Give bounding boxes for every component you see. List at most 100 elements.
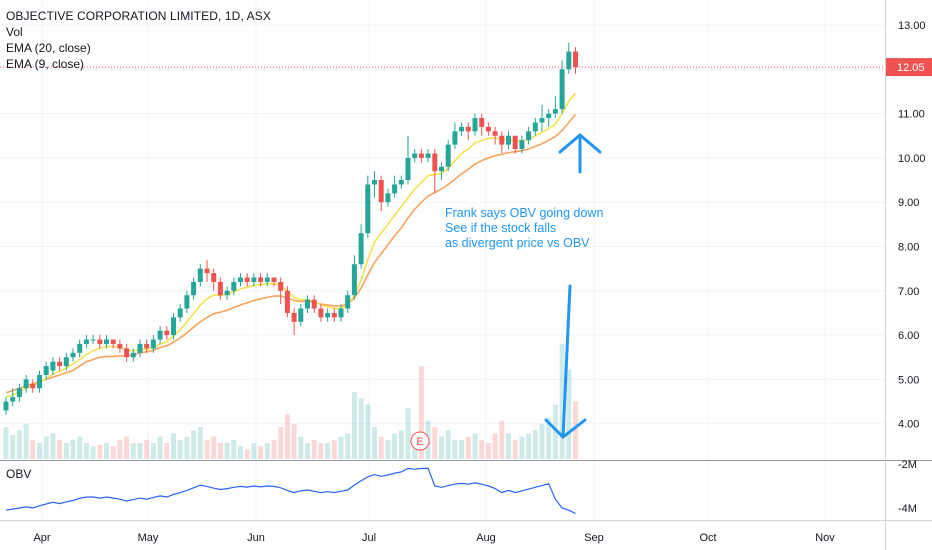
candle-body — [358, 233, 364, 265]
candle-body — [271, 277, 277, 282]
volume-bar — [83, 443, 89, 459]
candle-body — [479, 118, 485, 127]
volume-bar — [264, 443, 270, 459]
candle-body — [519, 140, 525, 150]
volume-bar — [372, 427, 377, 459]
candle-body — [546, 113, 552, 119]
volume-bar — [439, 436, 444, 459]
volume-bar — [57, 439, 63, 459]
price-tick-label: 13.00 — [898, 20, 926, 32]
volume-bar — [318, 443, 324, 459]
volume-bar — [445, 430, 451, 459]
volume-bar — [512, 439, 518, 459]
time-tick-label: Nov — [815, 532, 835, 544]
price-tick-label: 6.00 — [898, 330, 919, 342]
time-tick-label: May — [138, 532, 159, 544]
volume-bar — [546, 417, 552, 459]
candle-body — [251, 277, 257, 282]
legend-volume[interactable]: Vol — [6, 25, 23, 39]
candle-body — [405, 157, 411, 181]
candle-body — [284, 290, 290, 313]
candle-body — [573, 51, 578, 68]
candle-body — [445, 144, 451, 167]
candle-body — [164, 330, 170, 336]
volume-bar — [117, 439, 123, 459]
candle-body — [459, 126, 465, 132]
candle-body — [345, 295, 351, 309]
volume-bar — [184, 436, 190, 459]
candle-body — [305, 299, 310, 309]
volume-bar — [559, 343, 565, 459]
legend-ema20[interactable]: EMA (20, close) — [6, 41, 91, 55]
volume-bar — [97, 444, 103, 459]
candle-body — [70, 352, 76, 358]
candle-body — [465, 126, 471, 132]
volume-bar — [573, 401, 578, 459]
ema20-line — [5, 113, 577, 394]
annotation-line-2: See if the stock falls — [445, 221, 557, 235]
volume-bar — [70, 439, 76, 459]
volume-bar — [552, 404, 558, 459]
candle-body — [171, 317, 176, 336]
candle-body — [526, 131, 532, 141]
candle-body — [425, 153, 431, 158]
candle-body — [104, 339, 109, 344]
price-tick-label: 11.00 — [898, 109, 925, 121]
obv-tick-label: -2M — [898, 459, 917, 471]
volume-bar — [492, 433, 498, 459]
candle-body — [325, 312, 331, 318]
time-tick-label: Jun — [247, 532, 265, 544]
volume-bar — [432, 427, 438, 459]
volume-bar — [351, 391, 357, 459]
volume-bar — [485, 443, 491, 459]
candle-body — [231, 281, 237, 291]
candle-body — [130, 352, 136, 358]
time-tick-label: Oct — [699, 532, 716, 544]
volume-bar — [499, 420, 505, 459]
candle-body — [378, 180, 384, 203]
volume-bar — [331, 439, 337, 459]
obv-line — [5, 467, 576, 515]
candle-body — [338, 308, 344, 318]
volume-bar — [398, 430, 404, 459]
annotation-line-3: as divergent price vs OBV — [445, 236, 590, 250]
legend-ema9[interactable]: EMA (9, close) — [6, 57, 85, 71]
time-tick-label: Jul — [362, 532, 376, 544]
candle-body — [372, 180, 377, 185]
chart-legend: OBJECTIVE CORPORATION LIMITED, 1D, ASX V… — [6, 8, 271, 72]
candle-body — [144, 343, 150, 349]
candle-body — [432, 153, 438, 172]
candle-body — [204, 268, 210, 274]
volume-bar — [144, 439, 150, 459]
chart-title: OBJECTIVE CORPORATION LIMITED, 1D, ASX — [6, 9, 271, 23]
volume-bar — [224, 443, 230, 459]
volume-bar — [472, 433, 478, 459]
price-tick-label: 10.00 — [898, 153, 926, 165]
candle-body — [566, 51, 572, 70]
volume-bar — [211, 436, 217, 459]
obv-pane-label[interactable]: OBV — [6, 467, 32, 481]
candle-body — [57, 361, 63, 367]
volume-bar — [385, 439, 391, 459]
volume-bar — [405, 407, 411, 459]
candle-body — [191, 281, 197, 296]
volume-bar — [16, 430, 22, 459]
volume-bar — [244, 449, 250, 459]
volume-bar — [412, 439, 418, 459]
volume-bar — [150, 443, 156, 459]
candle-body — [506, 135, 511, 145]
volume-bar — [452, 439, 458, 459]
volume-bar — [258, 446, 264, 459]
candle-body — [63, 357, 69, 367]
volume-bar — [77, 436, 83, 459]
volume-bar — [459, 439, 465, 459]
volume-bar — [298, 436, 304, 459]
volume-bar — [345, 433, 351, 459]
candle-body — [418, 153, 424, 158]
price-tick-label: 7.00 — [898, 286, 919, 298]
volume-bar — [539, 423, 545, 459]
candle-body — [97, 339, 103, 344]
candle-body — [124, 348, 130, 358]
